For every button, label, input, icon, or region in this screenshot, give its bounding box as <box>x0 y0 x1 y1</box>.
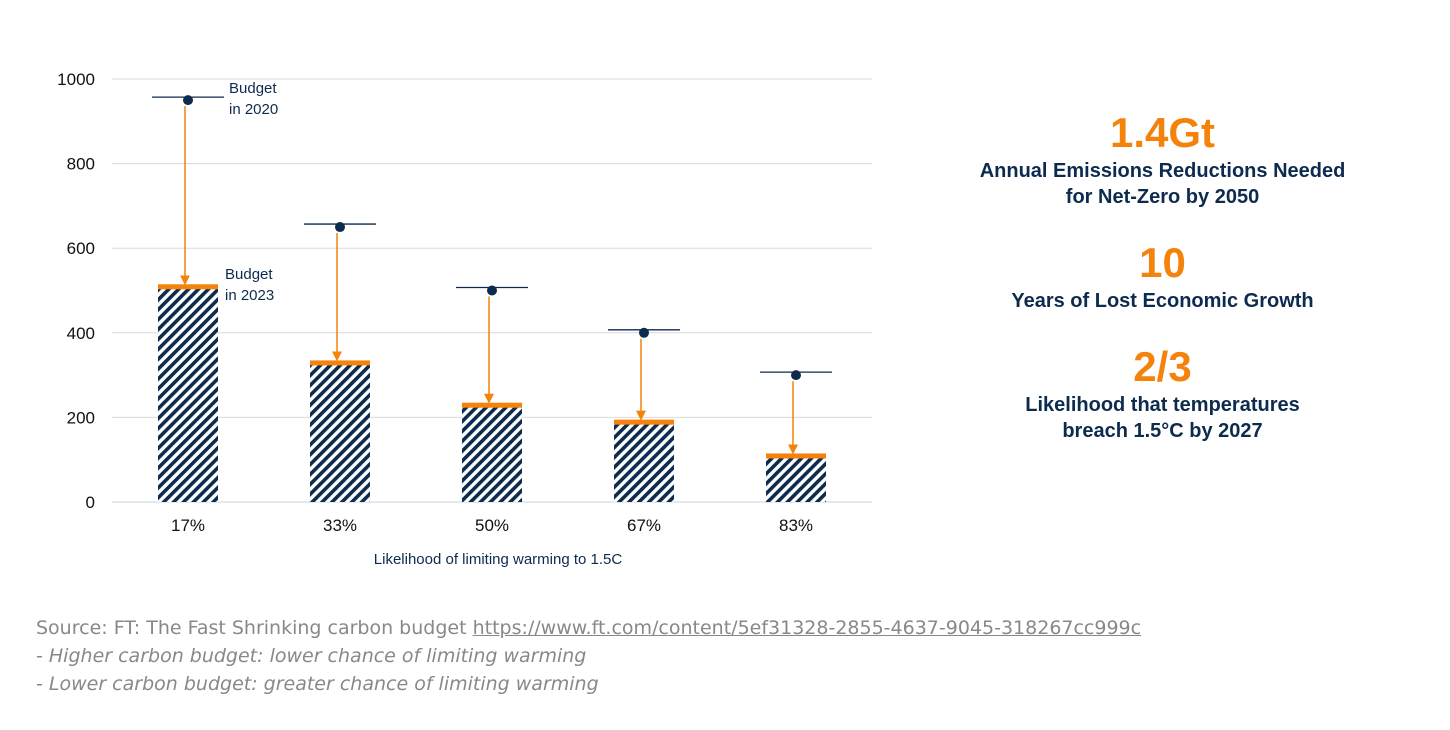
budget-2020-point <box>791 370 801 381</box>
y-tick-label: 0 <box>86 493 95 512</box>
bar-cap-budget-2023 <box>614 419 674 425</box>
x-axis-title: Likelihood of limiting warming to 1.5C <box>374 551 623 568</box>
stat-emissions: 1.4Gt Annual Emissions Reductions Needed… <box>940 108 1385 210</box>
bar-cap-budget-2023 <box>462 402 522 408</box>
annotation-budget-2023: Budget in 2023 <box>225 266 277 304</box>
bar-budget-2023 <box>462 404 522 502</box>
bar-budget-2023 <box>310 362 370 502</box>
source-line: Source: FT: The Fast Shrinking carbon bu… <box>36 614 1141 642</box>
annotation-budget-2023-line-2: in 2023 <box>225 287 274 304</box>
y-tick-label: 200 <box>67 408 95 427</box>
stat-label-line: Annual Emissions Reductions Needed <box>979 160 1346 182</box>
annotation-budget-2020-line-2: in 2020 <box>229 101 278 118</box>
bar-cap-budget-2023 <box>766 453 826 459</box>
y-tick-label: 1000 <box>57 70 95 89</box>
bar-cap-budget-2023 <box>158 284 218 290</box>
x-tick-label: 67% <box>627 516 661 535</box>
key-stats-panel: 1.4Gt Annual Emissions Reductions Needed… <box>940 108 1385 472</box>
carbon-budget-chart: 0 200 400 600 800 1000 17% 33% 50% 67% 83% Likeli… <box>57 70 872 568</box>
bar-cap-budget-2023 <box>310 360 370 366</box>
stat-breach-likelihood: 2/3 Likelihood that temperatures breach … <box>940 342 1385 444</box>
bars <box>158 284 826 502</box>
x-tick-label: 83% <box>779 516 813 535</box>
stat-value: 1.4Gt <box>1109 109 1216 156</box>
y-tick-label: 800 <box>67 155 95 174</box>
annotation-budget-2020: Budget in 2020 <box>229 80 281 118</box>
bar-budget-2023 <box>158 286 218 502</box>
budget-2020-point <box>639 327 649 338</box>
stat-label-line: Years of Lost Economic Growth <box>1011 290 1314 312</box>
x-tick-label: 17% <box>171 516 205 535</box>
note-higher-budget: - Higher carbon budget: lower chance of … <box>36 645 587 667</box>
source-link[interactable]: https://www.ft.com/content/5ef31328-2855… <box>472 617 1142 639</box>
stat-value: 10 <box>1139 239 1186 286</box>
y-tick-label: 400 <box>67 324 95 343</box>
stat-value: 2/3 <box>1133 343 1192 390</box>
y-axis-ticks: 0 200 400 600 800 1000 <box>57 70 95 512</box>
source-prefix: Source: FT: The Fast Shrinking carbon bu… <box>36 617 473 639</box>
annotation-budget-2023-line-1: Budget <box>225 266 273 283</box>
stat-label-line: for Net-Zero by 2050 <box>1065 186 1260 208</box>
gridlines <box>112 78 872 503</box>
budget-2020-markers <box>152 95 832 455</box>
bar-budget-2023 <box>614 421 674 502</box>
stat-lost-growth: 10 Years of Lost Economic Growth <box>940 238 1385 314</box>
budget-2020-point <box>183 95 193 106</box>
x-tick-label: 50% <box>475 516 509 535</box>
bar-budget-2023 <box>766 455 826 502</box>
stat-label-line: Likelihood that temperatures <box>1025 394 1300 416</box>
stat-label-line: breach 1.5°C by 2027 <box>1062 420 1263 442</box>
y-tick-label: 600 <box>67 239 95 258</box>
annotation-budget-2020-line-1: Budget <box>229 80 277 97</box>
budget-2020-point <box>487 285 497 296</box>
note-lower-budget: - Lower carbon budget: greater chance of… <box>36 673 599 695</box>
source-notes: Source: FT: The Fast Shrinking carbon bu… <box>36 614 1141 698</box>
x-tick-label: 33% <box>323 516 357 535</box>
budget-2020-point <box>335 222 345 233</box>
x-axis-ticks: 17% 33% 50% 67% 83% <box>171 516 813 535</box>
